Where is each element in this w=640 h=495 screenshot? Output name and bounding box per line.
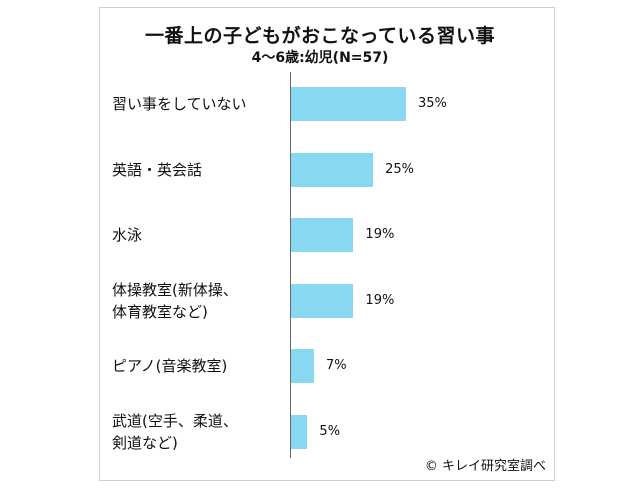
category-label: ピアノ(音楽教室)	[112, 357, 228, 375]
value-label: 25%	[385, 161, 415, 177]
bar	[291, 414, 308, 449]
value-label: 5%	[319, 423, 341, 439]
chart-frame	[99, 7, 555, 481]
category-label: 水泳	[112, 226, 143, 244]
chart-subtitle: 4〜6歳:幼児(N=57)	[251, 50, 389, 66]
source-credit: © キレイ研究室調べ	[424, 459, 546, 474]
value-label: 19%	[365, 292, 395, 308]
value-label: 19%	[365, 227, 395, 242]
value-label: 7%	[326, 358, 347, 373]
bar	[291, 87, 406, 121]
bar	[291, 349, 314, 383]
chart-title: 一番上の子どもがおこなっている習い事	[144, 25, 496, 47]
bar	[291, 283, 354, 318]
bar	[291, 152, 374, 187]
category-label: 体操教室(新体操、 体育教室など)	[112, 280, 238, 321]
bar	[291, 218, 354, 252]
value-label: 35%	[418, 96, 447, 111]
category-axis-line	[290, 72, 291, 458]
category-label: 習い事をしていない	[112, 95, 247, 113]
category-label: 英語・英会話	[112, 160, 203, 179]
category-label: 武道(空手、柔道、 剣道など)	[112, 411, 238, 452]
